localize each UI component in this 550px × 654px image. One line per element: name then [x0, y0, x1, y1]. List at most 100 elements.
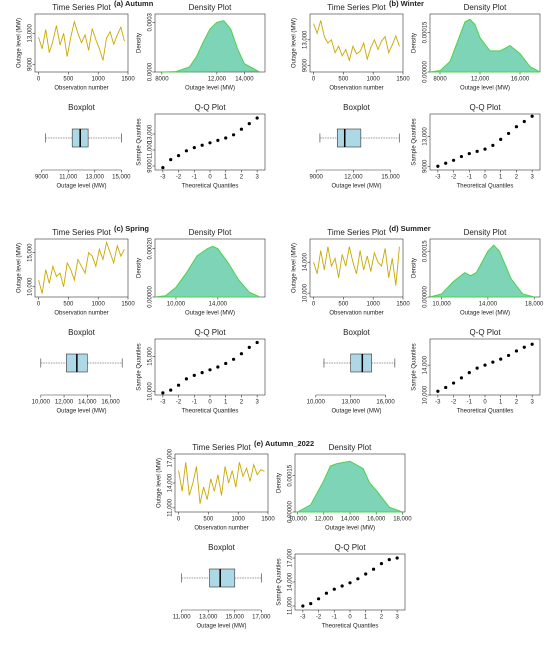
qq-point	[436, 389, 440, 393]
y-tick-label: 10,000	[303, 283, 309, 302]
y-axis-label: Sample Quantiles	[137, 118, 143, 165]
qq-point	[467, 371, 471, 375]
y-axis-label: Density	[137, 258, 143, 278]
qq-point	[499, 357, 503, 361]
x-tick-label: 14,000	[235, 77, 254, 83]
density-area	[429, 244, 535, 298]
y-tick-label: 10,000	[148, 382, 154, 401]
box	[209, 568, 236, 588]
qq-point	[475, 366, 479, 370]
y-axis-label: Sample Quantiles	[277, 558, 283, 605]
x-tick-label: -1	[192, 175, 198, 181]
qq-point	[530, 342, 534, 346]
plot-title: Q-Q Plot	[469, 103, 501, 112]
y-tick-label: 13,000	[303, 30, 309, 49]
x-tick-label: 0	[177, 517, 181, 523]
x-tick-label: 0	[208, 400, 212, 406]
plot-title: Boxplot	[68, 328, 95, 337]
x-tick-label: 11,000	[59, 175, 78, 181]
y-tick-label: 15,000	[28, 243, 34, 262]
y-tick-label: 0.00000	[423, 61, 429, 83]
y-tick-label: 13,000	[423, 127, 429, 146]
x-axis-label: Outage level (MW)	[56, 409, 106, 415]
y-tick-label: 17,000	[168, 448, 174, 467]
x-tick-label: 0	[312, 77, 316, 83]
plot-frame	[309, 13, 404, 73]
x-tick-label: 16,000	[101, 400, 120, 406]
x-axis-label: Observation number	[54, 86, 108, 92]
y-axis-label: Sample Quantiles	[412, 118, 418, 165]
x-axis-label: Outage level (MW)	[331, 184, 381, 190]
y-tick-label: 9000	[148, 159, 154, 173]
x-tick-label: 500	[63, 77, 74, 83]
x-tick-label: 9000	[35, 175, 49, 181]
x-axis-label: Theoretical Quantiles	[457, 409, 514, 415]
x-tick-label: 10,000	[307, 400, 326, 406]
y-tick-label: 17,000	[288, 548, 294, 567]
qq-point	[200, 371, 204, 375]
qq-point	[483, 363, 487, 367]
qq-point	[192, 146, 196, 150]
x-tick-label: -2	[451, 400, 457, 406]
y-axis-label: Outage level (MW)	[17, 243, 23, 293]
qq-point	[216, 138, 220, 142]
x-tick-label: 9000	[310, 175, 324, 181]
qq-point	[371, 567, 376, 571]
qq-point	[483, 147, 487, 151]
x-tick-label: 18,000	[393, 517, 412, 523]
x-axis-label: Theoretical Quantiles	[457, 184, 514, 190]
density-area	[295, 460, 403, 513]
qq-point	[224, 136, 228, 140]
qq-point	[161, 166, 165, 170]
time-series-line	[178, 462, 265, 504]
x-axis-label: Outage level (MW)	[56, 184, 106, 190]
y-axis-label: Sample Quantiles	[137, 343, 143, 390]
plot-title: Density Plot	[329, 443, 372, 452]
qq-point	[364, 572, 368, 576]
x-tick-label: -2	[451, 175, 457, 181]
x-axis-label: Outage level (MW)	[331, 409, 381, 415]
qq-point	[208, 368, 212, 372]
x-tick-label: 14,000	[78, 400, 97, 406]
x-tick-label: -1	[192, 400, 198, 406]
qq-point	[522, 119, 526, 124]
plot-frame	[34, 13, 129, 73]
x-tick-label: 1500	[396, 302, 410, 308]
qq-point	[247, 122, 251, 126]
x-tick-label: 12,000	[471, 77, 490, 83]
qq-point	[444, 161, 448, 165]
x-tick-label: 3	[530, 400, 534, 406]
x-axis-label: Theoretical Quantiles	[322, 624, 379, 630]
panel-label: (a) Autumn	[114, 0, 154, 8]
x-tick-label: 10,000	[432, 302, 451, 308]
y-axis-label: Outage level (MW)	[157, 458, 163, 508]
x-tick-label: 500	[63, 302, 74, 308]
x-tick-label: 3	[395, 615, 399, 621]
x-tick-label: 0	[208, 175, 212, 181]
x-axis-label: Outage level (MW)	[325, 526, 375, 532]
qq-point	[224, 361, 228, 366]
qq-point	[324, 591, 329, 595]
qq-point	[184, 149, 189, 153]
density-area	[429, 18, 541, 73]
x-axis-label: Observation number	[329, 311, 383, 317]
x-tick-label: -3	[160, 400, 166, 406]
plot-title: Density Plot	[189, 3, 232, 12]
x-tick-label: 12,000	[55, 400, 74, 406]
x-tick-label: 14,000	[209, 302, 228, 308]
x-tick-label: -2	[316, 615, 322, 621]
x-axis-label: Outage level (MW)	[460, 311, 510, 317]
qq-point	[192, 373, 196, 377]
y-tick-label: 15,000	[148, 347, 154, 366]
time-series-line	[313, 246, 400, 286]
plot-title: Boxplot	[343, 328, 370, 337]
y-tick-label: 14,000	[423, 355, 429, 374]
x-tick-label: 1	[224, 400, 228, 406]
plot-title: Boxplot	[208, 543, 235, 552]
x-tick-label: -3	[435, 400, 441, 406]
x-axis-label: Theoretical Quantiles	[182, 409, 239, 415]
plot-title: Density Plot	[189, 228, 232, 237]
x-tick-label: 0	[483, 175, 487, 181]
qq-point	[176, 383, 181, 387]
